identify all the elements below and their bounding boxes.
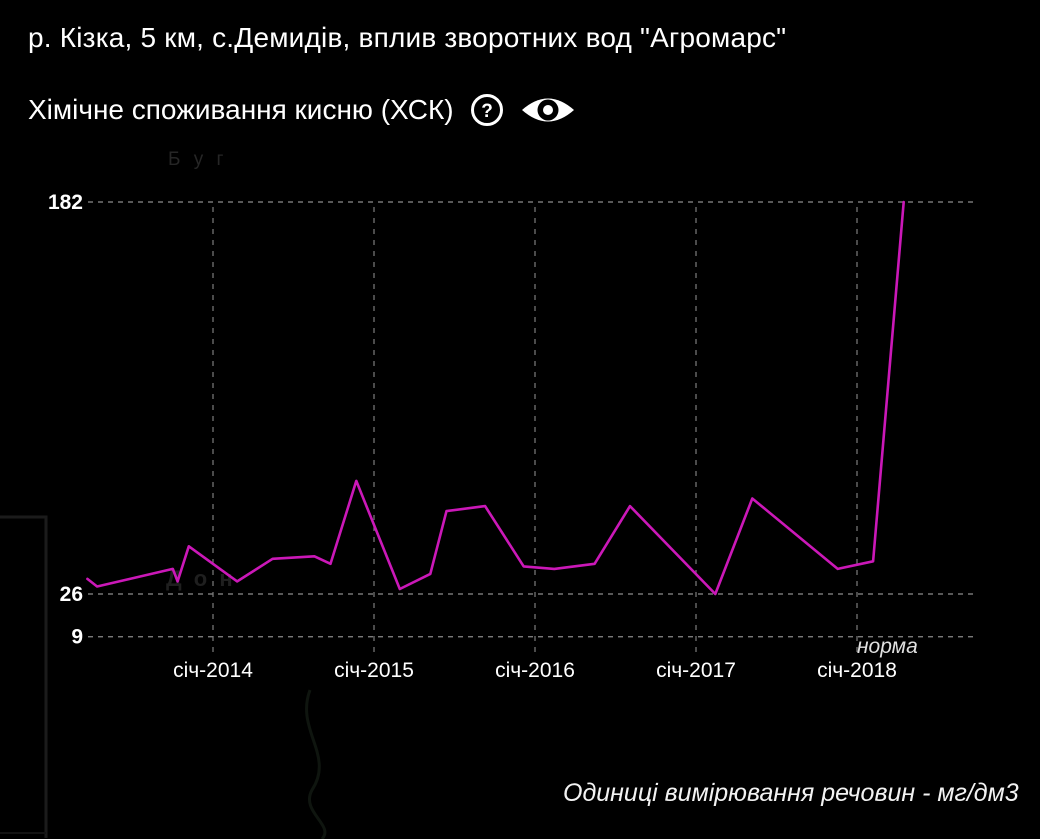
y-tick-label-182: 182	[48, 191, 83, 214]
x-tick-label-2018: січ-2018	[817, 659, 897, 682]
x-tick-label-2016: січ-2016	[495, 659, 575, 682]
question-circle-icon: ?	[470, 94, 503, 126]
help-button[interactable]: ?	[469, 92, 505, 128]
data-line-ХСК	[86, 200, 906, 596]
map-river-shape	[305, 689, 327, 839]
x-tick-label-2015: січ-2015	[334, 659, 414, 682]
norm-label: норма	[857, 635, 918, 658]
page-title: р. Кізка, 5 км, с.Демидів, вплив зворотн…	[28, 22, 787, 53]
eye-icon	[521, 98, 574, 122]
visibility-toggle-button[interactable]	[520, 94, 576, 126]
chart-subtitle: Хімічне споживання кисню (ХСК)	[28, 94, 454, 125]
y-tick-label-26: 26	[60, 583, 83, 606]
map-watermark-bug: Б у г	[168, 149, 227, 170]
map-frame-line	[0, 515, 48, 838]
x-tick-label-2014: січ-2014	[173, 659, 253, 682]
x-tick-label-2017: січ-2017	[656, 659, 736, 682]
units-note: Одиниці вимірювання речовин - мг/дм3	[563, 779, 1019, 807]
question-glyph: ?	[481, 101, 493, 122]
y-tick-label-9: 9	[71, 626, 83, 649]
subtitle-row: Хімічне споживання кисню (ХСК) ?	[28, 92, 576, 128]
